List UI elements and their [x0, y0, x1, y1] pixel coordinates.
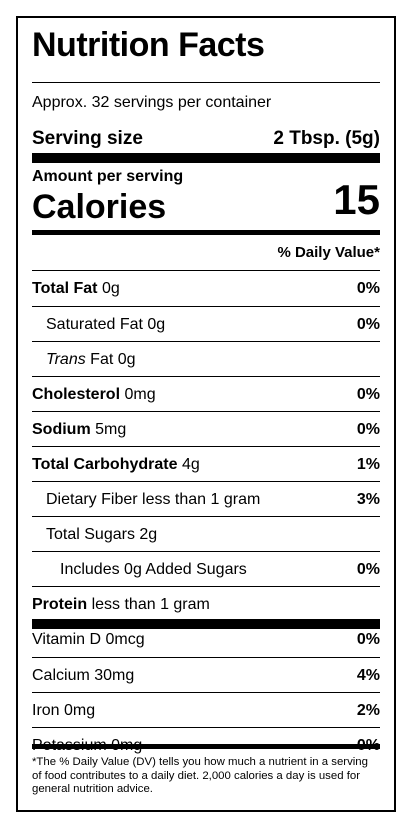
nutrient-name: Includes 0g Added Sugars	[60, 560, 247, 578]
nutrient-amount: 4g	[181, 455, 200, 473]
vitamin-row: Calcium 30mg 4%	[32, 658, 380, 693]
nutrition-facts-label: Nutrition Facts Approx. 32 servings per …	[16, 16, 396, 812]
divider	[32, 411, 380, 412]
nutrient-amount: 0mg	[124, 385, 156, 403]
divider	[32, 376, 380, 377]
nutrient-name: Cholesterol	[32, 385, 121, 403]
nutrient-row-added-sugars: Includes 0g Added Sugars 0%	[32, 552, 380, 587]
nutrient-dv: 3%	[356, 490, 380, 508]
label-content: Nutrition Facts Approx. 32 servings per …	[32, 18, 380, 810]
daily-value-header: % Daily Value*	[277, 244, 380, 261]
divider	[32, 586, 380, 587]
serving-size-value: 2 Tbsp. (5g)	[273, 128, 380, 149]
medium-divider	[32, 230, 380, 235]
thick-divider	[32, 619, 380, 629]
nutrient-amount: 0g	[101, 279, 120, 297]
nutrient-name: Total Sugars 2g	[46, 525, 158, 543]
nutrient-name: Total Carbohydrate	[32, 455, 178, 473]
label-title: Nutrition Facts	[32, 26, 265, 64]
nutrient-name: Sodium	[32, 420, 91, 438]
divider	[32, 306, 380, 307]
divider	[32, 551, 380, 552]
nutrient-row-sodium: Sodium 5mg 0%	[32, 412, 380, 447]
nutrient-amount: 5mg	[95, 420, 127, 438]
serving-size-row: Serving size 2 Tbsp. (5g)	[32, 128, 380, 150]
vitamin-row: Vitamin D 0mcg 0%	[32, 622, 380, 657]
vitamin-dv: 4%	[356, 666, 380, 684]
vitamin-name: Calcium 30mg	[32, 666, 135, 684]
footnote: *The % Daily Value (DV) tells you how mu…	[32, 756, 368, 795]
divider	[32, 727, 380, 728]
vitamin-name: Vitamin D 0mcg	[32, 630, 145, 648]
nutrient-row-total-fat: Total Fat 0g 0%	[32, 271, 380, 306]
nutrient-amount: less than 1 gram	[91, 595, 210, 613]
divider	[32, 692, 380, 693]
nutrient-dv: 0%	[356, 385, 380, 403]
nutrient-row-total-carbohydrate: Total Carbohydrate 4g 1%	[32, 447, 380, 482]
calories-value: 15	[333, 176, 380, 223]
amount-per-serving: Amount per serving	[32, 168, 184, 185]
divider	[32, 270, 380, 271]
medium-divider	[32, 744, 380, 749]
nutrient-row-trans-fat: Trans Fat 0g	[32, 342, 380, 377]
nutrient-row-saturated-fat: Saturated Fat 0g 0%	[32, 307, 380, 342]
vitamin-name: Iron 0mg	[32, 701, 96, 719]
divider	[32, 516, 380, 517]
divider	[32, 82, 380, 83]
serving-size-label: Serving size	[32, 128, 143, 149]
thick-divider	[32, 153, 380, 163]
nutrient-name: Protein	[32, 595, 88, 613]
nutrient-name-italic: Trans	[46, 350, 86, 368]
calories-label: Calories	[32, 188, 167, 226]
vitamin-dv: 0%	[356, 630, 380, 648]
divider	[32, 446, 380, 447]
nutrient-dv: 0%	[356, 315, 380, 333]
nutrient-name: Fat 0g	[90, 350, 136, 368]
nutrient-name: Dietary Fiber less than 1 gram	[46, 490, 261, 508]
vitamin-row: Iron 0mg 2%	[32, 693, 380, 728]
divider	[32, 657, 380, 658]
nutrient-row-total-sugars: Total Sugars 2g	[32, 517, 380, 552]
divider	[32, 341, 380, 342]
nutrient-row-dietary-fiber: Dietary Fiber less than 1 gram 3%	[32, 482, 380, 517]
vitamin-dv: 2%	[356, 701, 380, 719]
nutrient-dv: 0%	[356, 420, 380, 438]
nutrient-name: Total Fat	[32, 279, 98, 297]
nutrient-name: Saturated Fat 0g	[46, 315, 166, 333]
divider	[32, 481, 380, 482]
nutrient-dv: 0%	[356, 560, 380, 578]
nutrient-row-cholesterol: Cholesterol 0mg 0%	[32, 377, 380, 412]
nutrient-dv: 1%	[356, 455, 380, 473]
nutrient-dv: 0%	[356, 279, 380, 297]
nutrient-row-protein: Protein less than 1 gram	[32, 587, 380, 622]
servings-per-container: Approx. 32 servings per container	[32, 94, 272, 111]
